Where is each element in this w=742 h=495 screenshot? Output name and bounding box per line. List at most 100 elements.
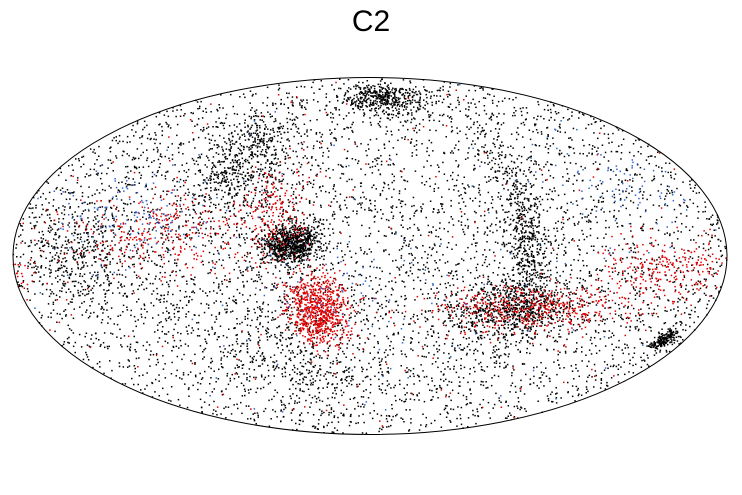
data-point [600, 372, 603, 374]
data-point [296, 402, 298, 404]
data-point [132, 290, 135, 292]
data-point [276, 391, 279, 394]
data-point [219, 346, 221, 348]
data-point [492, 102, 494, 104]
data-point [469, 284, 471, 286]
data-point [331, 431, 333, 433]
data-point [297, 209, 299, 212]
data-point [456, 179, 458, 181]
data-point [555, 277, 557, 279]
data-point [309, 214, 311, 217]
data-point [517, 253, 519, 255]
data-point [620, 144, 623, 146]
data-point [211, 260, 214, 262]
data-point [59, 189, 62, 191]
data-point [257, 330, 260, 333]
data-point [379, 173, 382, 176]
data-point [241, 274, 243, 276]
data-point [410, 337, 412, 339]
data-point [298, 423, 301, 426]
data-point [159, 271, 162, 274]
data-point [270, 196, 272, 199]
data-point [650, 330, 652, 332]
data-point [177, 319, 180, 321]
data-point [493, 319, 495, 321]
data-point [56, 246, 58, 249]
data-point [494, 128, 497, 130]
data-point [548, 377, 551, 380]
data-point [259, 339, 261, 342]
data-point [418, 229, 420, 231]
data-point [555, 393, 557, 395]
data-point [416, 209, 418, 212]
data-point [315, 398, 318, 400]
data-point [589, 320, 591, 322]
data-point [494, 356, 497, 358]
data-point [349, 250, 351, 252]
data-point [259, 278, 262, 281]
data-point [63, 209, 66, 211]
data-point [658, 256, 660, 259]
data-point [590, 336, 592, 339]
data-point [486, 150, 489, 153]
data-point [581, 113, 584, 115]
data-point [418, 123, 421, 125]
data-point [241, 395, 244, 397]
data-point [699, 287, 702, 290]
data-point [106, 278, 109, 281]
data-point [350, 286, 353, 288]
data-point [177, 147, 180, 149]
data-point [637, 151, 640, 153]
data-point [412, 373, 415, 375]
data-point [675, 216, 678, 219]
data-point [204, 329, 206, 331]
data-point [59, 167, 62, 170]
data-point [520, 192, 523, 194]
data-point [220, 363, 223, 365]
data-point [379, 120, 381, 123]
data-point [590, 212, 592, 215]
data-point [106, 290, 108, 292]
data-point [675, 314, 677, 316]
data-point [411, 272, 413, 275]
data-point [666, 185, 669, 187]
data-point [587, 314, 589, 316]
data-point [439, 413, 442, 415]
data-point [289, 156, 291, 159]
data-point [543, 385, 545, 387]
data-point [475, 212, 477, 214]
data-point [236, 288, 239, 291]
data-point [392, 110, 394, 112]
data-point [206, 182, 208, 184]
data-point [388, 415, 390, 417]
data-point [106, 309, 108, 311]
data-point [559, 153, 561, 155]
data-point [390, 424, 392, 427]
data-point [145, 184, 147, 187]
data-point [65, 179, 67, 181]
data-point [331, 215, 334, 217]
data-point [371, 260, 373, 263]
data-point [81, 314, 84, 316]
data-point [252, 280, 255, 283]
data-point [675, 270, 678, 272]
data-point [505, 342, 507, 345]
data-point [493, 333, 496, 336]
data-point [576, 287, 578, 289]
data-point [301, 105, 303, 107]
data-point [51, 283, 53, 285]
data-point [273, 282, 276, 285]
data-point [706, 303, 709, 306]
data-point [429, 389, 431, 391]
data-point [455, 106, 457, 109]
data-point [229, 278, 231, 280]
data-point [310, 279, 312, 282]
data-point [529, 156, 531, 158]
data-point [569, 314, 572, 317]
data-point [274, 103, 277, 105]
data-point [300, 373, 302, 375]
data-point [260, 205, 263, 208]
data-point [217, 177, 220, 180]
data-point [662, 175, 664, 177]
data-point [403, 387, 405, 390]
